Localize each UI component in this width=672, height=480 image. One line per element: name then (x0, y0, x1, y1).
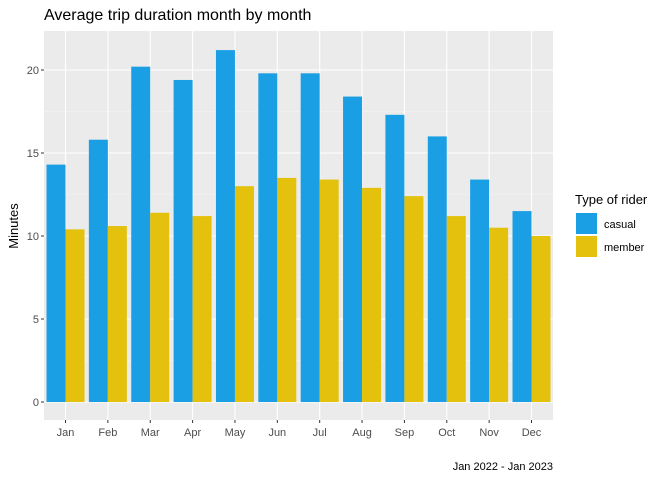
bar-casual (173, 79, 193, 403)
x-tick-label: Dec (522, 427, 542, 439)
x-tick-label: Jul (313, 427, 327, 439)
x-tick-label: Jan (57, 427, 75, 439)
x-tick-label: Aug (352, 427, 372, 439)
bar-member (489, 227, 509, 402)
bar-member (150, 212, 170, 402)
bar-casual (88, 139, 108, 402)
bar-member (277, 177, 297, 402)
bar-member (65, 229, 85, 402)
bar-member (362, 187, 382, 402)
bar-casual (427, 136, 447, 402)
legend-key-member (576, 236, 597, 257)
x-axis: Jan Feb Mar Apr May Jun Jul Aug Sep Oct Nov Dec (57, 420, 542, 439)
bar-member (192, 216, 212, 402)
bar-member (234, 186, 254, 402)
x-tick-label: Jun (268, 427, 286, 439)
x-tick-label: Apr (184, 427, 201, 439)
x-tick-label: May (225, 427, 246, 439)
bar-casual (46, 164, 66, 402)
bar-casual (215, 50, 235, 403)
bar-casual (131, 66, 151, 403)
legend-label-member: member (604, 242, 645, 254)
y-axis: 0 5 10 15 20 (27, 65, 44, 409)
bar-casual (258, 73, 278, 402)
chart-caption: Jan 2022 - Jan 2023 (453, 461, 553, 473)
bar-casual (470, 179, 490, 402)
y-axis-title: Minutes (6, 203, 21, 249)
y-tick-label: 10 (27, 231, 39, 243)
y-tick-label: 20 (27, 65, 39, 77)
x-tick-label: Nov (479, 427, 499, 439)
bars (46, 50, 551, 403)
bar-casual (512, 211, 532, 402)
x-tick-label: Feb (98, 427, 117, 439)
x-tick-label: Mar (141, 427, 160, 439)
y-tick-label: 0 (33, 397, 39, 409)
plot-panel (44, 31, 553, 420)
bar-member (107, 226, 127, 402)
legend-title: Type of rider (575, 192, 648, 207)
bar-casual (300, 73, 320, 402)
bar-member (446, 216, 466, 402)
legend-key-casual (576, 213, 597, 234)
bar-member (319, 179, 339, 402)
x-tick-label: Oct (438, 427, 455, 439)
y-tick-label: 5 (33, 314, 39, 326)
x-tick-label: Sep (395, 427, 415, 439)
legend: casual member (576, 213, 645, 257)
bar-casual (385, 114, 405, 402)
bar-member (404, 196, 424, 402)
legend-label-casual: casual (604, 219, 636, 231)
bar-member (531, 236, 551, 402)
chart-title: Average trip duration month by month (44, 7, 311, 24)
y-tick-label: 15 (27, 148, 39, 160)
bar-casual (343, 96, 363, 402)
